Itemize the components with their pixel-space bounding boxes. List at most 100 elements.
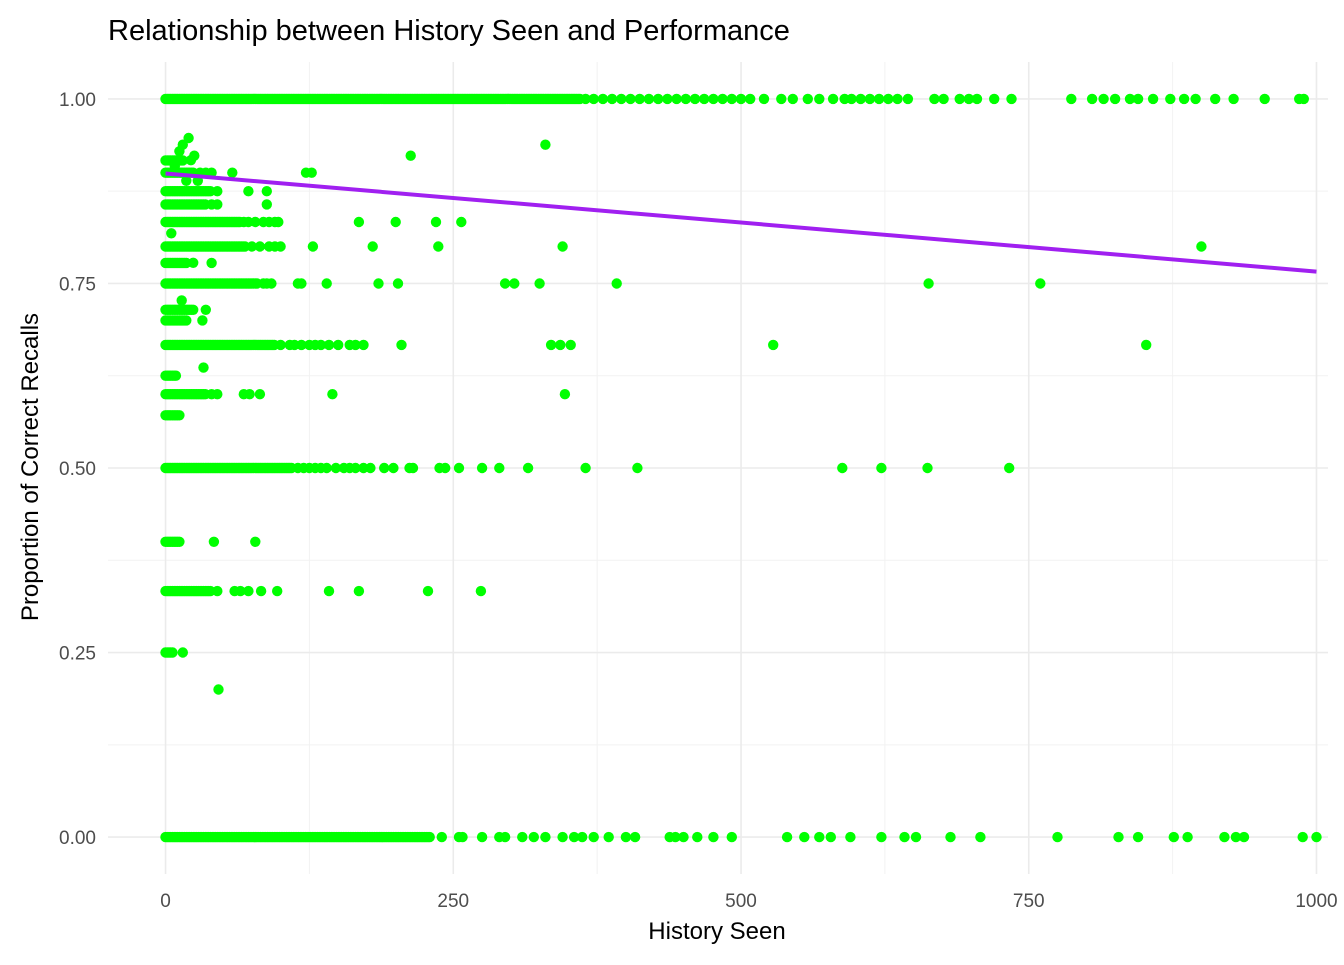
x-tick-label: 500: [725, 891, 757, 912]
data-point: [422, 585, 434, 597]
data-point: [457, 831, 468, 843]
data-point: [436, 831, 447, 843]
data-point: [273, 216, 284, 228]
data-point: [174, 410, 185, 421]
data-point: [166, 228, 177, 239]
x-tick-label: 0: [160, 891, 171, 912]
data-point: [261, 199, 272, 210]
data-point: [568, 831, 580, 843]
data-point: [306, 167, 317, 178]
data-point: [989, 93, 1000, 105]
data-point: [181, 175, 192, 186]
data-point: [379, 462, 390, 474]
data-point: [353, 216, 365, 228]
data-point: [1311, 831, 1322, 843]
data-point: [971, 93, 983, 105]
data-point: [540, 831, 551, 843]
data-point: [1210, 93, 1221, 105]
data-point: [197, 315, 208, 326]
data-point: [873, 93, 885, 105]
data-point: [945, 831, 956, 843]
data-point: [1052, 831, 1063, 843]
data-point: [708, 93, 719, 105]
data-point: [433, 241, 444, 252]
data-point: [396, 339, 407, 351]
data-point: [899, 831, 910, 843]
data-point: [699, 93, 710, 105]
x-axis-ticks: 0 250 500 750 1000: [160, 891, 1337, 912]
data-point: [653, 93, 664, 105]
data-point: [632, 462, 643, 474]
data-point: [350, 462, 361, 474]
data-point: [255, 585, 267, 597]
data-point: [577, 831, 588, 843]
data-point: [453, 462, 465, 474]
data-point: [1219, 831, 1230, 843]
data-point: [827, 93, 839, 105]
trend-line-group: [165, 171, 1317, 274]
data-point: [388, 462, 399, 474]
data-point: [272, 585, 283, 597]
data-point: [802, 93, 813, 105]
data-point: [321, 462, 332, 474]
data-point: [261, 186, 272, 197]
data-point: [670, 831, 681, 843]
data-point: [922, 462, 933, 474]
data-point: [177, 155, 188, 166]
data-point: [963, 93, 975, 105]
data-point: [929, 93, 940, 105]
data-point: [188, 304, 199, 315]
data-point: [323, 585, 335, 597]
y-axis-title: Proportion of Correct Recalls: [17, 313, 44, 621]
data-point: [212, 199, 223, 210]
data-point: [430, 216, 442, 228]
data-point: [555, 339, 566, 351]
data-point: [787, 93, 798, 105]
data-point: [243, 186, 254, 197]
data-point: [499, 278, 511, 289]
data-point: [296, 278, 307, 289]
data-point: [227, 167, 238, 178]
data-point: [208, 536, 220, 547]
data-point: [634, 93, 645, 105]
data-point: [1109, 93, 1121, 105]
data-point: [509, 278, 520, 289]
data-point: [597, 93, 609, 105]
data-points: [160, 93, 1322, 843]
data-point: [814, 831, 825, 843]
data-point: [373, 278, 384, 289]
data-point: [176, 295, 187, 306]
y-tick-label: 0.75: [59, 274, 96, 295]
data-point: [902, 93, 914, 105]
data-point: [181, 315, 192, 326]
data-point: [275, 241, 286, 252]
data-point: [1004, 462, 1015, 474]
data-point: [212, 389, 223, 400]
data-point: [275, 339, 286, 351]
data-point: [254, 241, 266, 252]
data-point: [616, 93, 627, 105]
data-point: [864, 93, 876, 105]
x-tick-label: 250: [437, 891, 469, 912]
data-point: [837, 462, 848, 474]
data-point: [307, 241, 319, 252]
data-point: [846, 93, 857, 105]
data-point: [1132, 93, 1144, 105]
data-point: [1113, 831, 1124, 843]
y-tick-label: 1.00: [59, 90, 96, 111]
data-point: [254, 389, 266, 400]
data-point: [923, 278, 934, 289]
minor-gridlines: [108, 62, 1328, 874]
data-point: [565, 339, 576, 351]
data-point: [680, 93, 691, 105]
data-point: [910, 831, 922, 843]
data-point: [365, 462, 376, 474]
data-point: [323, 339, 335, 351]
data-point: [1196, 241, 1207, 252]
data-point: [1190, 93, 1201, 105]
x-axis-title: History Seen: [648, 918, 785, 945]
data-point: [244, 389, 255, 400]
data-point: [758, 93, 770, 105]
